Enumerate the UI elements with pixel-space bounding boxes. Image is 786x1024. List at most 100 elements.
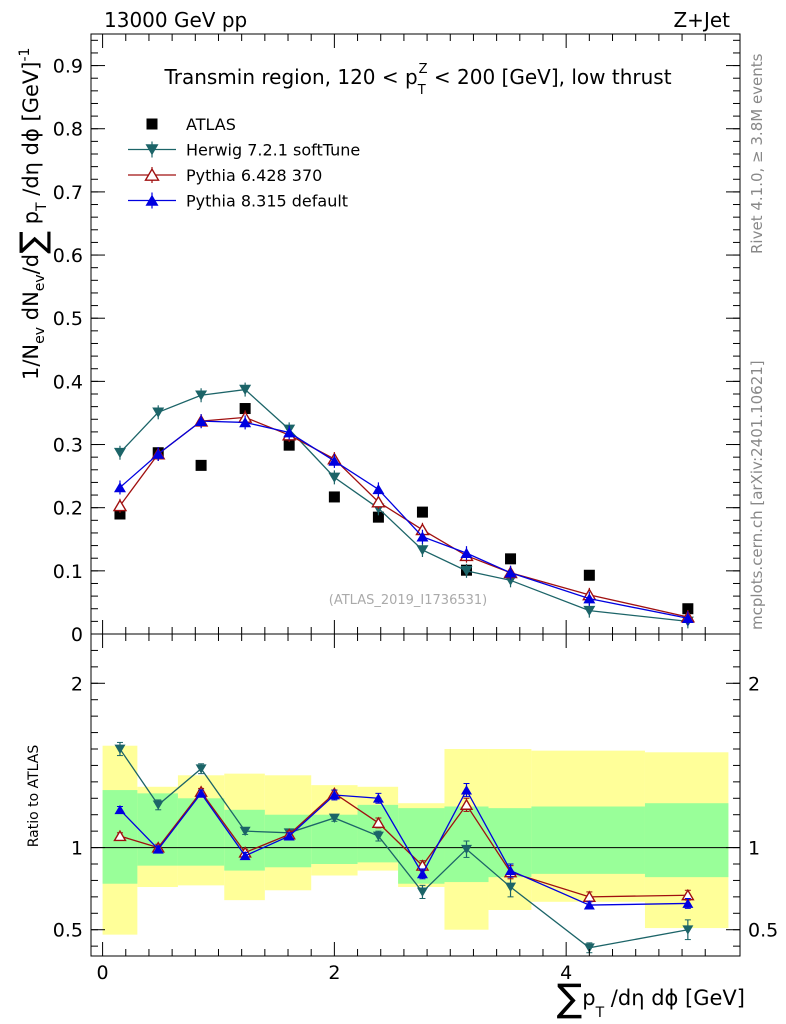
title-part-b: < 200 [GeV], low thrust	[428, 65, 672, 89]
ratio-point	[416, 868, 428, 879]
data-point	[505, 553, 517, 565]
ratio-point	[328, 813, 340, 823]
ratio-line-2	[119, 788, 688, 906]
legend-label: ATLAS	[186, 115, 236, 134]
x-tick-label: 4	[560, 962, 572, 984]
data-point	[328, 455, 341, 466]
ratio-point	[328, 790, 340, 800]
data-point	[283, 439, 295, 451]
ratio-point	[583, 900, 595, 910]
ratio-point	[460, 844, 472, 855]
data-point	[583, 605, 596, 617]
data-point	[152, 448, 165, 459]
data-point	[371, 495, 386, 508]
data-point	[504, 567, 517, 578]
x-label-sub: T	[595, 1005, 605, 1021]
ratio-y-tick-label: 1	[71, 838, 83, 860]
data-point	[682, 603, 694, 615]
ratio-point	[583, 943, 595, 953]
band-inner	[177, 798, 225, 866]
data-point	[416, 545, 429, 556]
legend-label: Herwig 7.2.1 softTune	[186, 141, 360, 160]
main-y-tick-label: 0.4	[53, 371, 83, 393]
x-axis-label: ∑pT /dη dϕ [GeV]	[557, 976, 745, 1021]
main-y-tick-label: 0.7	[53, 182, 83, 204]
title-sub: T	[417, 83, 426, 98]
chart-title: Transmin region, 120 < pTZ < 200 [GeV], …	[163, 62, 671, 98]
data-point	[239, 384, 252, 395]
ratio-point	[372, 793, 384, 803]
band-inner	[531, 806, 645, 874]
ratio-frame	[90, 633, 741, 957]
data-point	[195, 459, 207, 471]
title-sup: Z	[419, 62, 428, 77]
mcplots-label: mcplots.cern.ch [arXiv:2401.10621]	[748, 360, 766, 630]
ratio-point	[195, 764, 207, 774]
process-label: Z+Jet	[673, 8, 730, 32]
data-point	[416, 506, 428, 518]
main-panel: (ATLAS_2019_I1736531) 0 0.1 0.2 0.3 0.4 0.5 0.…	[53, 33, 741, 646]
ratio-point	[682, 898, 694, 908]
x-label-sigma: ∑	[557, 976, 583, 1020]
data-point	[239, 417, 252, 428]
ratio-point	[114, 804, 126, 815]
data-point	[283, 427, 296, 438]
x-label-p: p	[582, 986, 595, 1010]
main-y-tick-label: 0.2	[53, 498, 83, 520]
ratio-point	[195, 788, 207, 798]
data-point	[460, 566, 473, 577]
ratio-point	[459, 798, 474, 810]
ratio-point	[505, 882, 517, 892]
legend-label: Pythia 6.428 370	[186, 166, 322, 185]
data-point	[152, 407, 165, 418]
ratio-point	[682, 925, 694, 935]
data-point	[328, 491, 340, 503]
ratio-point	[152, 800, 164, 810]
data-point	[328, 472, 341, 483]
ratio-y-tick-label: 0.5	[53, 920, 83, 942]
series-line-1	[119, 388, 688, 623]
ratio-y-tick-label-right: 0.5	[748, 920, 778, 942]
legend: ATLAS Herwig 7.2.1 softTune Pythia 6.428 3…	[128, 115, 360, 211]
data-point	[372, 511, 384, 523]
ratio-y-axis-label: Ratio to ATLAS	[26, 745, 42, 848]
ratio-y-tick-label: 2	[71, 673, 83, 695]
ratio-point	[371, 816, 386, 829]
main-y-tick-label: 0.3	[53, 435, 83, 457]
ratio-point	[372, 831, 384, 842]
legend-label: Pythia 8.315 default	[186, 192, 348, 211]
data-point	[416, 531, 429, 542]
x-tick-label: 2	[328, 962, 340, 984]
data-point	[114, 508, 126, 520]
data-point	[460, 547, 473, 558]
ratio-point	[113, 829, 127, 842]
ratio-point	[283, 831, 295, 841]
ratio-point	[152, 844, 164, 854]
band-inner	[224, 809, 265, 871]
data-point	[195, 415, 208, 426]
ratio-point	[460, 785, 472, 795]
energy-label: 13000 GeV pp	[104, 8, 247, 32]
main-y-tick-label: 0	[71, 624, 83, 646]
data-point	[681, 612, 694, 624]
legend-marker	[145, 194, 159, 206]
data-point	[195, 390, 208, 401]
ratio-point	[416, 887, 428, 897]
data-point	[583, 593, 596, 604]
main-y-tick-label: 0.8	[53, 119, 83, 141]
data-point	[113, 482, 126, 493]
title-part-a: Transmin region, 120 < p	[163, 65, 417, 89]
analysis-watermark: (ATLAS_2019_I1736531)	[329, 593, 487, 608]
data-point	[113, 447, 126, 459]
rivet-label: Rivet 4.1.0, ≥ 3.8M events	[748, 53, 766, 254]
ratio-point	[114, 744, 126, 754]
main-y-tick-label: 0.6	[53, 245, 83, 267]
main-y-axis-label: 1/Nev dNev/d∑ pT /dη dϕ [GeV]-1	[13, 48, 53, 380]
legend-marker	[145, 144, 159, 156]
x-tick-label: 0	[97, 962, 109, 984]
ratio-line-0	[119, 748, 688, 949]
data-point	[583, 569, 595, 581]
data-point	[372, 483, 385, 495]
x-label-rest: /dη dϕ [GeV]	[604, 986, 745, 1010]
